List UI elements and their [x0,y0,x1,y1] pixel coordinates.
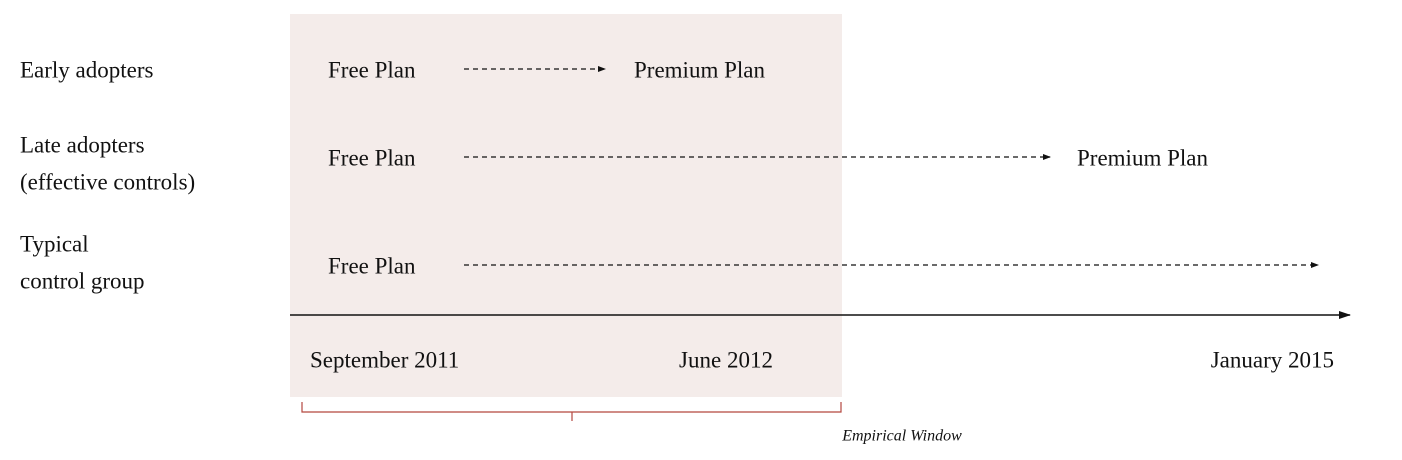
time-label: June 2012 [679,347,773,372]
start-state: Free Plan [328,253,416,278]
start-state: Free Plan [328,145,416,170]
row-label: control group [20,268,145,293]
window-shade [290,14,842,397]
row-label: Late adopters [20,132,145,157]
start-state: Free Plan [328,57,416,82]
row-label: Early adopters [20,57,154,82]
time-label: September 2011 [310,347,459,372]
window-bracket [301,402,842,421]
time-label: January 2015 [1211,347,1334,372]
end-state: Premium Plan [1077,145,1208,170]
row-label: (effective controls) [20,169,195,194]
end-state: Premium Plan [634,57,765,82]
row-label: Typical [20,231,89,256]
window-label: Empirical Window [841,428,962,445]
